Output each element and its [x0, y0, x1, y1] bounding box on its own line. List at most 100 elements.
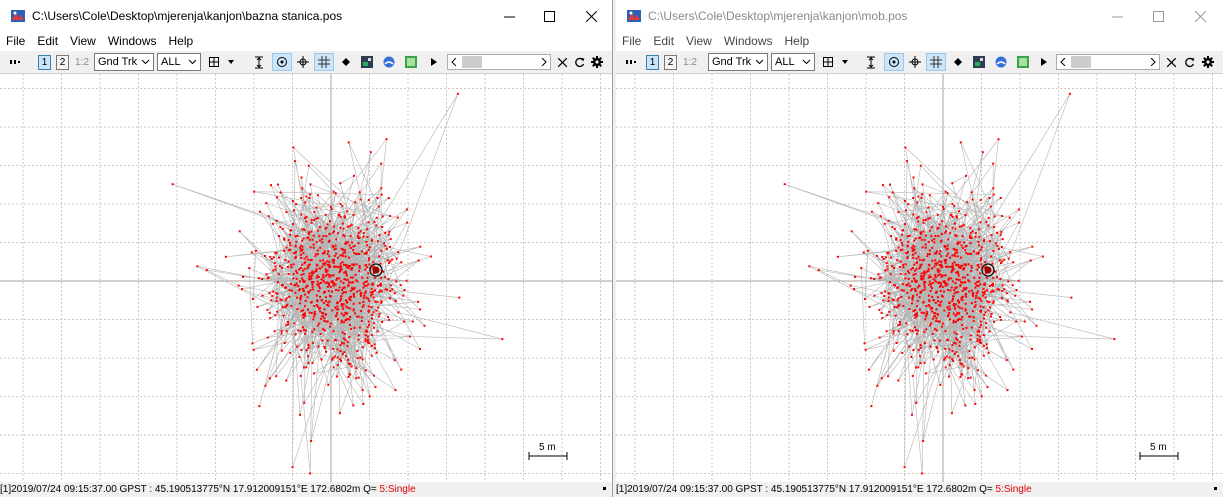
- solution-point: [989, 205, 992, 208]
- fit-height-button[interactable]: [862, 53, 880, 71]
- grid-button[interactable]: [926, 53, 946, 71]
- pin-toolbar-button[interactable]: [8, 53, 22, 71]
- solution-point: [342, 251, 345, 254]
- solution-point: [948, 312, 951, 315]
- solution-point: [319, 295, 322, 298]
- close-window-button[interactable]: [1177, 0, 1223, 32]
- solution-point: [906, 284, 909, 287]
- solution-point: [312, 218, 315, 221]
- plot-type-select[interactable]: Gnd Trk: [94, 53, 154, 71]
- minimize-button[interactable]: [1094, 0, 1140, 32]
- solution-point: [291, 200, 294, 202]
- settings-button[interactable]: [1201, 53, 1215, 71]
- solution-point: [940, 266, 943, 269]
- solution-point: [956, 270, 959, 273]
- settings-button[interactable]: [590, 53, 604, 71]
- solution-point: [982, 344, 985, 347]
- solution-point: [978, 340, 981, 343]
- solution-2-button[interactable]: 2: [56, 55, 69, 70]
- show-points-button[interactable]: [950, 53, 966, 71]
- solution-point: [299, 302, 301, 305]
- clear-button[interactable]: [555, 53, 569, 71]
- menu-windows[interactable]: Windows: [107, 34, 157, 48]
- ground-track-plot[interactable]: 5 m: [616, 73, 1223, 482]
- pin-toolbar-button[interactable]: [624, 53, 638, 71]
- center-origin-button[interactable]: [884, 53, 904, 71]
- sky-image-button[interactable]: [380, 53, 398, 71]
- crosshair-button[interactable]: [294, 53, 312, 71]
- close-window-button[interactable]: [568, 0, 612, 32]
- track-lines: [784, 93, 1115, 474]
- menu-view[interactable]: View: [70, 34, 96, 48]
- reload-button[interactable]: [572, 53, 586, 71]
- solution-point: [330, 205, 332, 208]
- solution-point: [336, 348, 339, 351]
- solution-2-button[interactable]: 2: [664, 55, 677, 70]
- solution-point: [340, 312, 343, 315]
- maximize-button[interactable]: [526, 0, 572, 32]
- solution-point: [377, 306, 379, 309]
- axes-dropdown[interactable]: [840, 53, 850, 71]
- reload-button[interactable]: [1182, 53, 1196, 71]
- quality-select[interactable]: ALL: [157, 53, 201, 71]
- axes-dropdown[interactable]: [226, 53, 236, 71]
- solution-point: [947, 308, 950, 311]
- sky-image-button[interactable]: [992, 53, 1010, 71]
- ground-track-plot[interactable]: 5 m: [0, 73, 612, 482]
- solution-1-2-button[interactable]: 1:2: [75, 56, 89, 68]
- axes-button[interactable]: [819, 53, 837, 71]
- time-slider-thumb[interactable]: [1071, 56, 1091, 68]
- solution-1-button[interactable]: 1: [646, 55, 659, 70]
- menu-file[interactable]: File: [6, 34, 26, 48]
- solution-point: [956, 278, 959, 281]
- time-slider-thumb[interactable]: [462, 56, 482, 68]
- solution-point: [303, 329, 305, 331]
- fit-height-button[interactable]: [250, 53, 268, 71]
- grid-button[interactable]: [314, 53, 334, 71]
- menu-edit[interactable]: Edit: [37, 34, 59, 48]
- menu-file[interactable]: File: [622, 34, 642, 48]
- solution-point: [921, 193, 924, 196]
- solution-point: [339, 182, 342, 185]
- menu-help[interactable]: Help: [784, 34, 810, 48]
- menu-windows[interactable]: Windows: [723, 34, 773, 48]
- solution-point: [928, 194, 931, 197]
- map-button[interactable]: [358, 53, 376, 71]
- maximize-button[interactable]: [1135, 0, 1181, 32]
- solution-point: [376, 240, 379, 243]
- menu-view[interactable]: View: [686, 34, 712, 48]
- solution-point: [346, 318, 349, 321]
- layers-button[interactable]: [402, 53, 420, 71]
- time-slider[interactable]: [447, 54, 551, 70]
- play-button[interactable]: [428, 53, 440, 71]
- scroll-right-icon: [1150, 58, 1156, 66]
- title-bar[interactable]: C:\Users\Cole\Desktop\mjerenja\kanjon\mo…: [616, 0, 1223, 32]
- solution-point: [314, 255, 317, 258]
- play-button[interactable]: [1038, 53, 1050, 71]
- title-bar[interactable]: C:\Users\Cole\Desktop\mjerenja\kanjon\ba…: [0, 0, 612, 32]
- map-button[interactable]: [970, 53, 988, 71]
- solution-point: [380, 276, 383, 279]
- solution-point: [1020, 335, 1023, 338]
- clear-button[interactable]: [1164, 53, 1178, 71]
- solution-point: [290, 263, 293, 266]
- quality-select[interactable]: ALL: [771, 53, 815, 71]
- solution-1-2-button[interactable]: 1:2: [683, 56, 697, 68]
- ground-track-canvas[interactable]: 5 m: [616, 74, 1223, 482]
- ground-track-canvas[interactable]: 5 m: [0, 74, 612, 482]
- solution-point: [313, 305, 316, 308]
- minimize-button[interactable]: [486, 0, 532, 32]
- menu-help[interactable]: Help: [168, 34, 194, 48]
- layers-button[interactable]: [1014, 53, 1032, 71]
- status-indicator: [1214, 487, 1217, 490]
- axes-button[interactable]: [205, 53, 223, 71]
- menu-edit[interactable]: Edit: [653, 34, 675, 48]
- solution-1-button[interactable]: 1: [38, 55, 51, 70]
- show-points-button[interactable]: [338, 53, 354, 71]
- solution-point: [854, 275, 856, 278]
- time-slider[interactable]: [1056, 54, 1160, 70]
- center-origin-button[interactable]: [272, 53, 292, 71]
- plot-type-select[interactable]: Gnd Trk: [708, 53, 768, 71]
- solution-point: [388, 318, 391, 321]
- crosshair-button[interactable]: [906, 53, 924, 71]
